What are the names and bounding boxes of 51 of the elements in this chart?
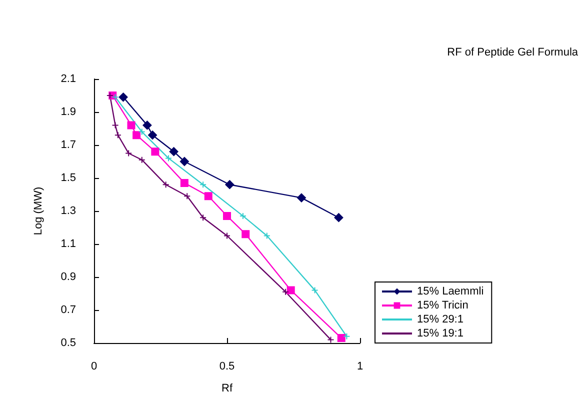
point [180, 157, 189, 166]
y-tick-label: 0.5 [60, 337, 76, 349]
point [282, 288, 290, 296]
point [148, 130, 158, 140]
y-tick-label: 1.5 [60, 172, 76, 184]
legend-label: 15% Laemmli [417, 286, 484, 298]
y-tick-label: 1.9 [60, 106, 76, 118]
point [142, 120, 152, 130]
point [132, 131, 141, 140]
point [138, 128, 146, 136]
point [118, 92, 128, 102]
y-tick-label: 2.1 [60, 73, 76, 85]
point [200, 214, 207, 222]
point [204, 192, 212, 200]
x-tick-label: 0.5 [219, 360, 235, 372]
point [286, 286, 295, 294]
x-tick-label: 0 [90, 360, 98, 372]
point [127, 121, 136, 130]
y-tick-label: 0.9 [60, 271, 76, 283]
point [151, 148, 160, 156]
legend-label: 15% 29:1 [417, 314, 464, 326]
point [184, 192, 191, 200]
point [334, 213, 344, 222]
point [164, 154, 172, 162]
legend-label: 15% Tricin [417, 300, 468, 312]
point [225, 180, 234, 190]
point [162, 181, 170, 188]
y-tick-label: 1.1 [60, 238, 76, 250]
point [242, 230, 250, 238]
y-tick-label: 1.7 [60, 139, 76, 151]
text: RF of Peptide Gel Formula [447, 46, 579, 58]
point [311, 286, 318, 294]
point [263, 232, 270, 240]
x-tick-label: 1 [356, 360, 364, 372]
point [223, 212, 231, 220]
legend-label: 15% 19:1 [417, 328, 464, 340]
point [224, 232, 230, 240]
point [112, 122, 119, 129]
point [180, 178, 188, 187]
point [239, 212, 246, 220]
point [138, 156, 146, 164]
y-axis-title: Log (MW) [32, 186, 44, 236]
point [200, 181, 207, 188]
point [337, 334, 346, 342]
point [296, 193, 306, 202]
point [114, 132, 122, 139]
y-tick-label: 0.7 [60, 304, 76, 316]
y-tick-label: 1.3 [60, 205, 76, 217]
point [169, 147, 178, 156]
point [125, 150, 132, 157]
x-axis-title: Rf [222, 382, 234, 394]
